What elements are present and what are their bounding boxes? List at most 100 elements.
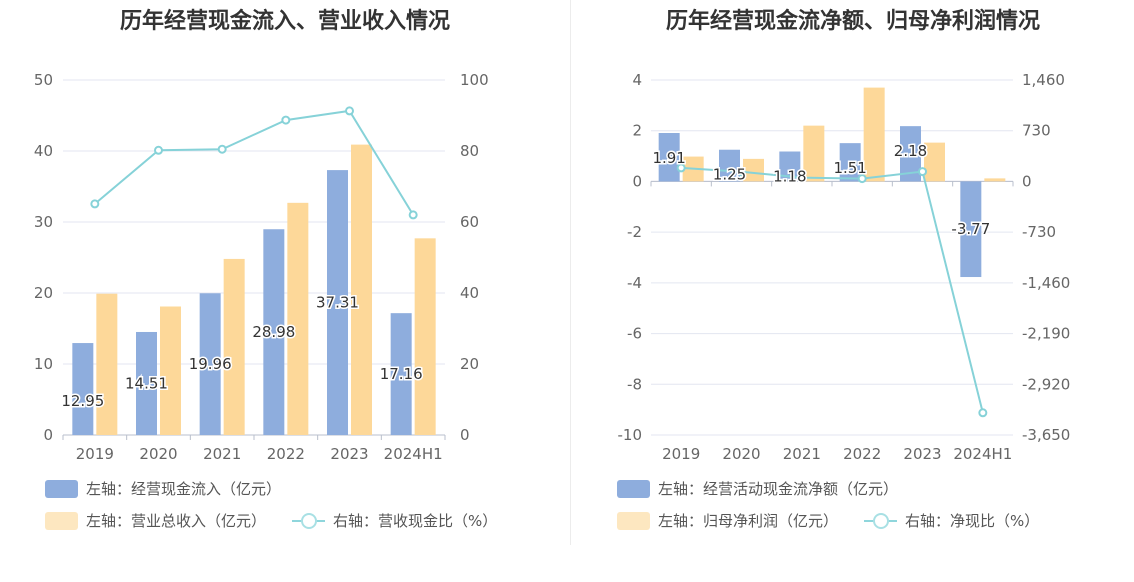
- y-right-tick-label: -2,920: [1022, 375, 1070, 393]
- bar-primary: [839, 143, 861, 182]
- y-left-tick-label: 4: [632, 71, 642, 89]
- bar-primary: [900, 126, 921, 182]
- legend-swatch: [45, 479, 78, 498]
- legend-line-icon: [292, 512, 326, 530]
- legend-row: 左轴：经营活动现金流净额（亿元）: [617, 478, 924, 499]
- y-left-tick-label: 10: [34, 355, 53, 373]
- x-tick-label: 2024H1: [384, 445, 443, 463]
- data-label: 1.51: [833, 159, 866, 177]
- data-label: -3.77: [951, 220, 990, 238]
- y-right-tick-label: 20: [460, 355, 479, 373]
- x-tick-label: 2022: [267, 445, 305, 463]
- legend-label: 左轴：归母净利润（亿元）: [658, 512, 839, 530]
- y-left-tick-label: -8: [627, 375, 642, 393]
- legend-item[interactable]: 左轴：经营活动现金流净额（亿元）: [617, 478, 898, 499]
- y-left-tick-label: 40: [34, 142, 53, 160]
- x-tick-label: 2022: [843, 445, 881, 463]
- y-right-tick-label: -2,190: [1022, 325, 1070, 343]
- legend-label: 左轴：经营活动现金流净额（亿元）: [658, 480, 899, 498]
- line-point: [857, 174, 867, 184]
- y-right-tick-label: 60: [460, 213, 479, 231]
- legend-label: 右轴：营收现金比（%）: [333, 512, 498, 530]
- legend-swatch: [617, 511, 650, 530]
- bar-secondary: [414, 238, 436, 435]
- bar-primary: [658, 132, 680, 182]
- chart-title: 历年经营现金流入、营业收入情况: [119, 9, 450, 34]
- legend-label: 左轴：营业总收入（亿元）: [86, 512, 267, 530]
- legend-item[interactable]: 左轴：营业总收入（亿元）: [45, 510, 266, 531]
- y-right-tick-label: 100: [460, 71, 489, 89]
- bar-secondary: [984, 178, 1006, 182]
- bar-primary: [779, 151, 801, 182]
- bar-primary: [327, 170, 348, 435]
- y-right-tick-label: 80: [460, 142, 479, 160]
- legend-item[interactable]: 右轴：营收现金比（%）: [292, 510, 497, 531]
- line-point: [345, 106, 354, 116]
- y-right-tick-label: 0: [1022, 172, 1032, 190]
- legend-swatch: [45, 511, 78, 530]
- line-point: [978, 408, 988, 418]
- y-right-tick-label: 0: [460, 426, 470, 444]
- chart-panel-cash-inflow: 历年经营现金流入、营业收入情况 0 10 20 30 40 50 0 20 40 60 80 100 2…: [34, 9, 523, 531]
- y-left-tick-label: 0: [43, 426, 53, 444]
- bar-primary: [199, 293, 221, 435]
- y-left-tick-label: 20: [34, 284, 53, 302]
- x-tick-label: 2019: [662, 445, 700, 463]
- x-tick-label: 2021: [783, 445, 821, 463]
- y-left-tick-label: -6: [627, 325, 642, 343]
- bar-secondary: [96, 293, 118, 435]
- y-left-tick-label: 50: [34, 71, 53, 89]
- y-right-tick-label: 1,460: [1022, 71, 1065, 89]
- bar-secondary: [287, 202, 309, 435]
- line-point: [154, 145, 163, 155]
- data-label: 19.96: [189, 355, 232, 373]
- data-label: 17.16: [380, 365, 423, 383]
- bar-secondary: [160, 306, 181, 435]
- legend-row: 左轴：营业总收入（亿元） 右轴：营收现金比（%）: [45, 510, 523, 531]
- bar-primary: [390, 313, 412, 435]
- legend-item[interactable]: 右轴：净现比（%）: [864, 510, 1039, 531]
- y-left-tick-label: 2: [632, 122, 642, 140]
- y-left-tick-label: 0: [632, 172, 642, 190]
- bar-primary: [72, 343, 94, 435]
- panel-divider: [570, 0, 571, 545]
- y-right-tick-label: -3,650: [1022, 426, 1070, 444]
- x-tick-label: 2020: [722, 445, 760, 463]
- chart-title: 历年经营现金流净额、归母净利润情况: [665, 9, 1040, 34]
- line-point: [918, 167, 927, 177]
- data-label: 28.98: [252, 323, 295, 341]
- x-tick-label: 2023: [903, 445, 941, 463]
- data-label: 1.91: [652, 149, 685, 167]
- bar-primary: [960, 181, 982, 278]
- data-label: 14.51: [125, 374, 168, 392]
- y-left-tick-label: -2: [627, 223, 642, 241]
- y-right-tick-label: -1,460: [1022, 274, 1070, 292]
- y-left-tick-label: 30: [34, 213, 53, 231]
- legend-label: 右轴：净现比（%）: [905, 512, 1040, 530]
- line-point: [676, 163, 686, 173]
- y-left-tick-label: -4: [627, 274, 642, 292]
- legend-item[interactable]: 左轴：经营现金流入（亿元）: [45, 478, 281, 499]
- line-point: [217, 144, 227, 154]
- line-point: [281, 115, 291, 125]
- bar-secondary: [223, 258, 245, 435]
- series-line: [681, 166, 984, 414]
- bar-secondary: [803, 125, 825, 182]
- data-label: 2.18: [894, 142, 927, 160]
- bar-primary: [719, 149, 740, 182]
- line-point: [737, 167, 746, 177]
- legend-line-icon: [864, 512, 898, 530]
- x-tick-label: 2019: [76, 445, 114, 463]
- data-label: 37.31: [316, 294, 359, 312]
- chart-panel-net-cash: 历年经营现金流净额、归母净利润情况 -10 -8 -6 -4 -2 0 2 4 -3,650 -2…: [572, 0, 1134, 582]
- y-left-tick-label: -10: [618, 426, 643, 444]
- chart-plot: -10 -8 -6 -4 -2 0 2 4 -3,650 -2,920 -2,190 -1,460 -7…: [618, 71, 1071, 463]
- x-tick-label: 2021: [203, 445, 241, 463]
- bar-secondary: [743, 158, 764, 182]
- data-label: 1.18: [773, 168, 806, 186]
- legend-row: 左轴：经营现金流入（亿元）: [45, 478, 307, 499]
- bar-primary: [136, 331, 157, 435]
- line-point: [90, 199, 100, 209]
- data-label: 12.95: [61, 392, 104, 410]
- legend-item[interactable]: 左轴：归母净利润（亿元）: [617, 510, 838, 531]
